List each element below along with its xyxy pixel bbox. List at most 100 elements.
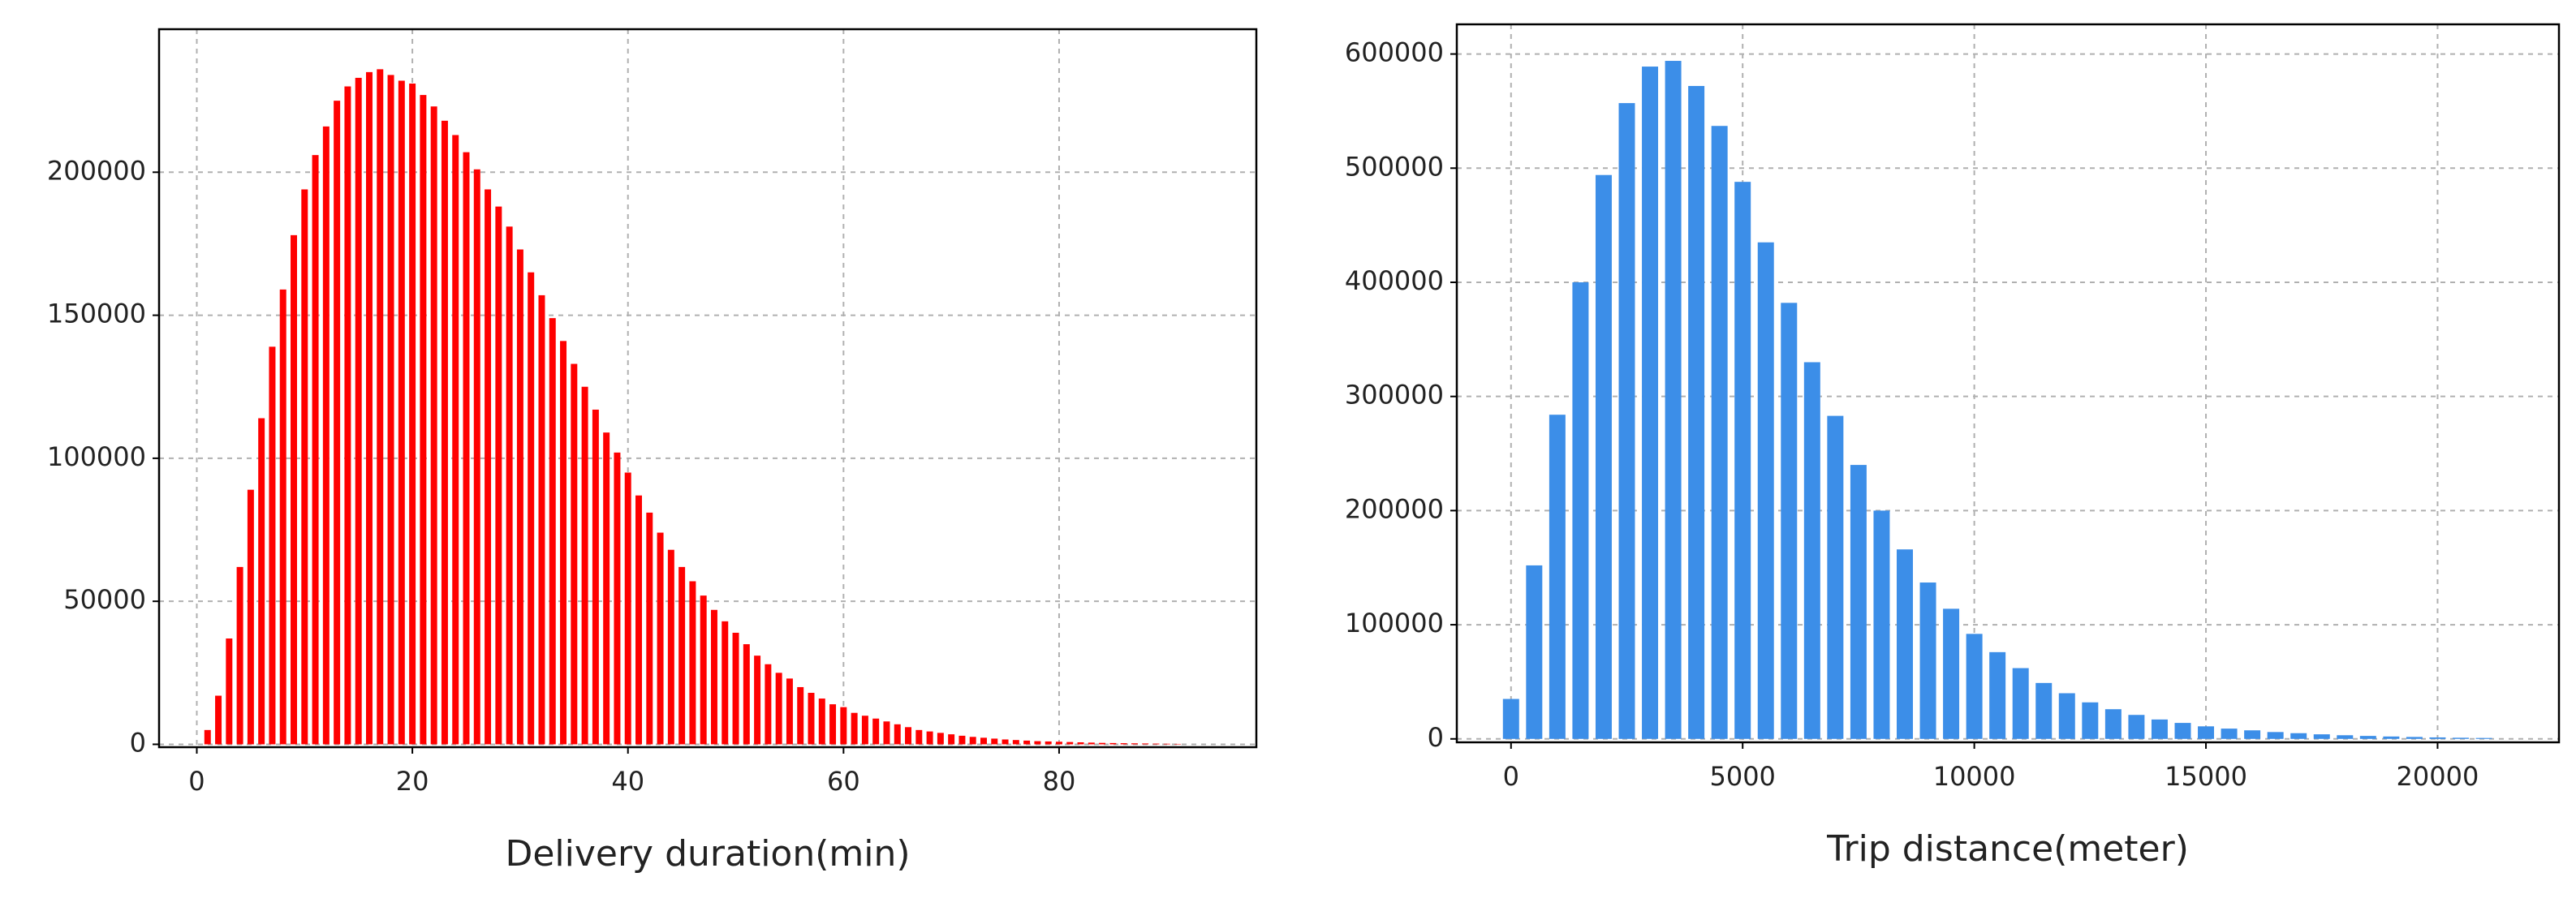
x-tick-label: 60 [827,766,860,797]
bar [1989,651,2006,739]
bar [722,621,729,745]
bar [1131,743,1138,745]
bar [883,721,890,745]
bar [657,532,664,745]
bar [1142,743,1149,745]
bar [528,272,535,745]
bar [2406,737,2423,739]
y-tick-label: 50000 [63,584,146,615]
bar [948,734,955,745]
bar [387,75,394,745]
bar [398,80,405,745]
bar [312,155,319,745]
bar [1850,465,1867,739]
bar [2058,693,2075,739]
y-tick-label: 100000 [47,441,146,472]
bar [473,169,480,745]
bar [322,126,330,745]
y-tick-label: 150000 [47,299,146,329]
bar [1109,742,1117,745]
bar [495,206,502,745]
bar [1781,303,1798,739]
bar [732,632,739,745]
bar [797,686,804,745]
bar [915,729,923,745]
bar [603,432,610,745]
bar [430,106,437,745]
bar [1897,549,1913,739]
bar [204,729,211,745]
y-tick-label: 500000 [1345,151,1444,182]
y-tick-label: 0 [130,727,146,758]
bar [538,294,545,745]
bar [441,120,448,745]
bar [743,644,750,745]
bar [1526,565,1543,739]
bar [2198,726,2215,739]
bar [969,737,976,745]
bar [775,673,782,745]
bar [2359,736,2376,739]
bar [2012,668,2029,739]
x-tick-label: 5000 [1709,761,1775,792]
bar [549,318,556,745]
bar [2035,682,2053,739]
bar [1943,608,1960,739]
bar [1803,362,1820,739]
bar [2383,736,2400,739]
bar [2128,715,2145,739]
y-tick-label: 300000 [1345,380,1444,411]
bar [710,609,717,745]
bar [2082,702,2099,739]
bar [1688,85,1705,739]
bar [1023,740,1031,745]
bar [1034,741,1041,745]
bar [646,512,653,745]
plot-frame [157,28,1258,749]
bar [1572,282,1589,739]
bar [2313,734,2330,739]
y-tick-label: 400000 [1345,265,1444,296]
bar [592,409,599,745]
bar [2290,733,2307,739]
y-tick-label: 100000 [1345,608,1444,638]
bar [2221,729,2238,739]
bar [786,678,793,745]
bar [2337,735,2354,739]
bar [355,77,362,745]
bar [1099,742,1106,745]
bar [215,695,222,745]
bar [420,95,427,745]
bar [258,418,265,745]
bar [926,731,933,745]
bar [2267,732,2284,739]
bar [1711,126,1728,739]
bar [894,724,901,745]
bar [991,738,998,745]
bar [1152,743,1160,745]
bar [560,341,567,745]
bar [377,69,384,745]
bar [581,386,588,745]
bar [1045,741,1052,745]
bar [2452,737,2469,739]
bar [1066,742,1074,745]
bar [937,733,944,745]
bar [344,86,351,745]
bar [452,135,459,745]
y-tick-label: 200000 [1345,493,1444,524]
bar [1919,582,1936,739]
bar [1549,415,1566,739]
y-tick-label: 0 [1428,722,1444,753]
plot-frame [1455,23,2561,744]
bar [1642,67,1659,739]
bar [485,189,492,745]
bar [624,472,631,745]
x-tick-label: 10000 [1933,761,2016,792]
bar [516,249,523,745]
bar [1174,743,1182,745]
bar [700,595,707,745]
bar [754,656,761,745]
bar [2174,723,2191,739]
